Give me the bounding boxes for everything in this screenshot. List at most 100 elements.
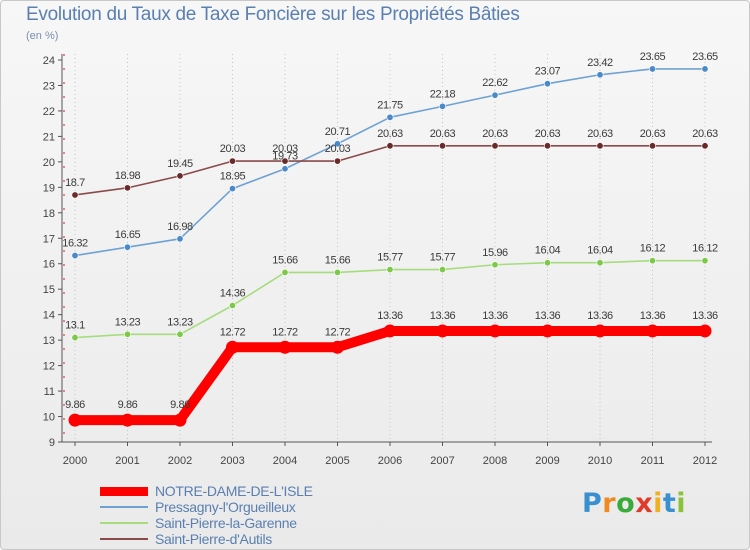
- data-label: 20.63: [535, 128, 561, 140]
- data-label: 20.63: [587, 128, 613, 140]
- data-point: [438, 266, 446, 274]
- data-label: 15.77: [377, 252, 403, 264]
- x-tick-label: 2011: [641, 455, 665, 467]
- logo-letter: r: [602, 488, 617, 519]
- data-label: 20.71: [325, 126, 351, 138]
- data-label: 12.72: [325, 326, 351, 338]
- legend-swatch: [100, 487, 148, 496]
- x-tick-label: 2001: [115, 455, 139, 467]
- data-point: [229, 185, 237, 193]
- data-label: 20.63: [640, 128, 666, 140]
- x-tick-label: 2002: [168, 455, 192, 467]
- legend-label: Pressagny-l'Orgueilleux: [155, 499, 296, 515]
- y-tick-label: 16: [43, 259, 55, 271]
- y-tick-label: 18: [43, 208, 55, 220]
- x-tick-label: 2010: [588, 455, 612, 467]
- data-label: 9.86: [65, 399, 85, 411]
- data-label: 12.72: [272, 326, 298, 338]
- data-point: [543, 259, 551, 267]
- data-point: [71, 191, 79, 199]
- data-point: [541, 324, 554, 338]
- x-tick-label: 2012: [693, 455, 717, 467]
- data-label: 13.36: [377, 310, 403, 322]
- y-tick-label: 12: [43, 361, 55, 373]
- data-label: 22.62: [482, 77, 508, 89]
- logo-letter: o: [616, 488, 636, 519]
- y-tick-label: 17: [43, 233, 55, 245]
- y-tick-label: 11: [44, 386, 55, 398]
- data-label: 16.04: [587, 245, 613, 257]
- data-label: 14.36: [220, 287, 246, 299]
- data-label: 15.96: [482, 247, 508, 259]
- y-tick-label: 24: [43, 55, 55, 67]
- data-point: [596, 71, 604, 79]
- data-label: 20.63: [692, 128, 718, 140]
- data-point: [593, 324, 607, 338]
- x-tick-label: 2006: [378, 455, 402, 467]
- data-point: [71, 334, 79, 342]
- data-label: 20.63: [482, 128, 508, 140]
- data-point: [491, 91, 499, 99]
- data-label: 16.98: [167, 221, 193, 233]
- data-label: 21.75: [377, 99, 403, 111]
- data-label: 23.65: [692, 51, 718, 63]
- x-tick-label: 2003: [220, 455, 244, 467]
- data-point: [333, 268, 341, 276]
- logo-letter: t: [662, 488, 677, 519]
- data-point: [596, 142, 604, 150]
- data-point: [488, 324, 502, 338]
- unit-label: (en %): [26, 30, 59, 42]
- y-tick-label: 21: [43, 131, 55, 143]
- data-point: [176, 330, 184, 338]
- data-label: 18.7: [65, 177, 85, 189]
- data-label: 13.36: [535, 310, 561, 322]
- data-label: 13.36: [482, 310, 508, 322]
- proxiti-logo: Proxiti: [582, 488, 686, 519]
- data-point: [386, 266, 394, 274]
- data-point: [173, 413, 187, 427]
- legend-label: NOTRE-DAME-DE-L'ISLE: [155, 483, 313, 499]
- y-tick-label: 19: [43, 182, 55, 194]
- logo-letter: i: [653, 488, 663, 519]
- logo-letter: x: [635, 488, 654, 519]
- data-point: [229, 301, 237, 309]
- data-point: [491, 261, 499, 269]
- y-tick-label: 22: [43, 106, 55, 118]
- legend-label: Saint-Pierre-d'Autils: [155, 531, 272, 547]
- data-label: 20.03: [272, 143, 298, 155]
- x-tick-label: 2007: [430, 455, 454, 467]
- data-point: [121, 413, 134, 427]
- data-label: 20.63: [377, 128, 403, 140]
- data-point: [124, 330, 132, 338]
- data-point: [491, 142, 499, 150]
- legend-label: Saint-Pierre-la-Garenne: [155, 515, 297, 531]
- data-label: 13.1: [65, 320, 85, 332]
- legend-swatch: [100, 538, 148, 540]
- data-label: 20.63: [430, 128, 456, 140]
- data-point: [648, 65, 656, 73]
- data-point: [176, 172, 184, 180]
- data-point: [701, 142, 709, 150]
- data-label: 19.45: [167, 158, 193, 170]
- data-point: [124, 243, 132, 251]
- x-tick-label: 2005: [325, 455, 349, 467]
- data-point: [436, 324, 449, 338]
- data-label: 18.95: [220, 171, 246, 183]
- data-point: [226, 340, 239, 354]
- data-label: 16.12: [640, 243, 666, 255]
- data-point: [543, 80, 551, 88]
- data-label: 13.36: [640, 310, 666, 322]
- data-label: 22.18: [430, 88, 456, 100]
- data-point: [71, 252, 79, 260]
- y-tick-label: 15: [43, 284, 55, 296]
- data-label: 18.98: [115, 170, 141, 182]
- data-point: [438, 102, 446, 110]
- legend-swatch: [100, 522, 148, 524]
- data-label: 13.36: [587, 310, 613, 322]
- data-label: 13.23: [167, 316, 193, 328]
- data-label: 20.03: [325, 143, 351, 155]
- data-point: [281, 157, 289, 165]
- data-point: [124, 184, 132, 192]
- data-label: 20.03: [220, 143, 246, 155]
